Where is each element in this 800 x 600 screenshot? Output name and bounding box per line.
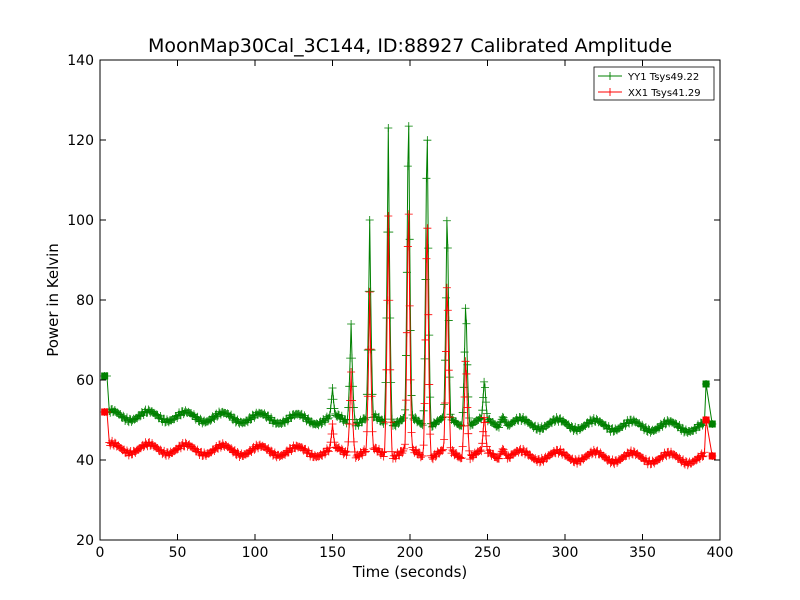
- legend-label: XX1 Tsys41.29: [628, 88, 701, 99]
- series-edge-point: [101, 408, 109, 416]
- x-tick-label: 100: [242, 545, 269, 561]
- series-0: [100, 122, 717, 437]
- series-edge-point: [708, 452, 716, 460]
- y-tick-label: 140: [67, 53, 94, 69]
- x-tick-label: 50: [169, 545, 187, 561]
- x-tick-label: 250: [474, 545, 501, 561]
- x-tick-label: 0: [96, 545, 105, 561]
- legend-label: YY1 Tsys49.22: [627, 72, 699, 83]
- x-tick-label: 200: [397, 545, 424, 561]
- series-edge-point: [702, 416, 710, 424]
- legend: YY1 Tsys49.22 XX1 Tsys41.29: [593, 66, 715, 101]
- series-1: [100, 210, 717, 470]
- x-tick-label: 150: [319, 545, 346, 561]
- x-tick-label: 350: [629, 545, 656, 561]
- y-tick-label: 120: [67, 133, 94, 149]
- x-tick-label: 400: [707, 545, 734, 561]
- y-tick-label: 60: [76, 373, 94, 389]
- y-tick-label: 20: [76, 533, 94, 549]
- plot-frame: [99, 59, 721, 541]
- y-tick-label: 80: [76, 293, 94, 309]
- y-tick-label: 40: [76, 453, 94, 469]
- series-edge-point: [708, 420, 716, 428]
- series-edge-point: [702, 380, 710, 388]
- legend-swatch-marker: [606, 88, 614, 96]
- y-axis-label: Power in Kelvin: [44, 243, 62, 357]
- series-group: [100, 122, 717, 470]
- x-tick-label: 300: [552, 545, 579, 561]
- chart-title: MoonMap30Cal_3C144, ID:88927 Calibrated …: [148, 35, 672, 57]
- x-axis-label: Time (seconds): [352, 563, 468, 581]
- legend-swatch-marker: [606, 72, 614, 80]
- y-tick-label: 100: [67, 213, 94, 229]
- legend-box: [593, 66, 715, 101]
- axes-group: 0 50 100 150 200 250 300 350 400 20 40 60 80 100 120 14…: [67, 53, 733, 561]
- series-edge-point: [101, 372, 109, 380]
